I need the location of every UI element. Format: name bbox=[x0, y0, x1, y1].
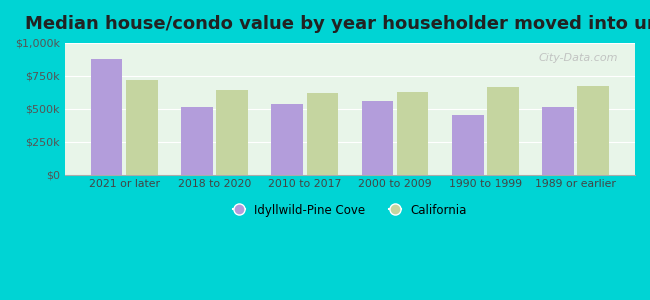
Bar bbox=[271, 104, 303, 175]
Legend: Idyllwild-Pine Cove, California: Idyllwild-Pine Cove, California bbox=[228, 199, 471, 221]
Bar bbox=[181, 107, 213, 175]
Title: Median house/condo value by year householder moved into unit: Median house/condo value by year househo… bbox=[25, 15, 650, 33]
Bar bbox=[126, 80, 157, 175]
Bar bbox=[91, 59, 122, 175]
Bar bbox=[307, 93, 338, 175]
Bar bbox=[397, 92, 428, 175]
Bar bbox=[542, 107, 574, 175]
Bar bbox=[577, 86, 609, 175]
Bar bbox=[216, 90, 248, 175]
Bar bbox=[488, 87, 519, 175]
Bar bbox=[452, 115, 484, 175]
Text: City-Data.com: City-Data.com bbox=[538, 53, 618, 63]
Bar bbox=[361, 101, 393, 175]
